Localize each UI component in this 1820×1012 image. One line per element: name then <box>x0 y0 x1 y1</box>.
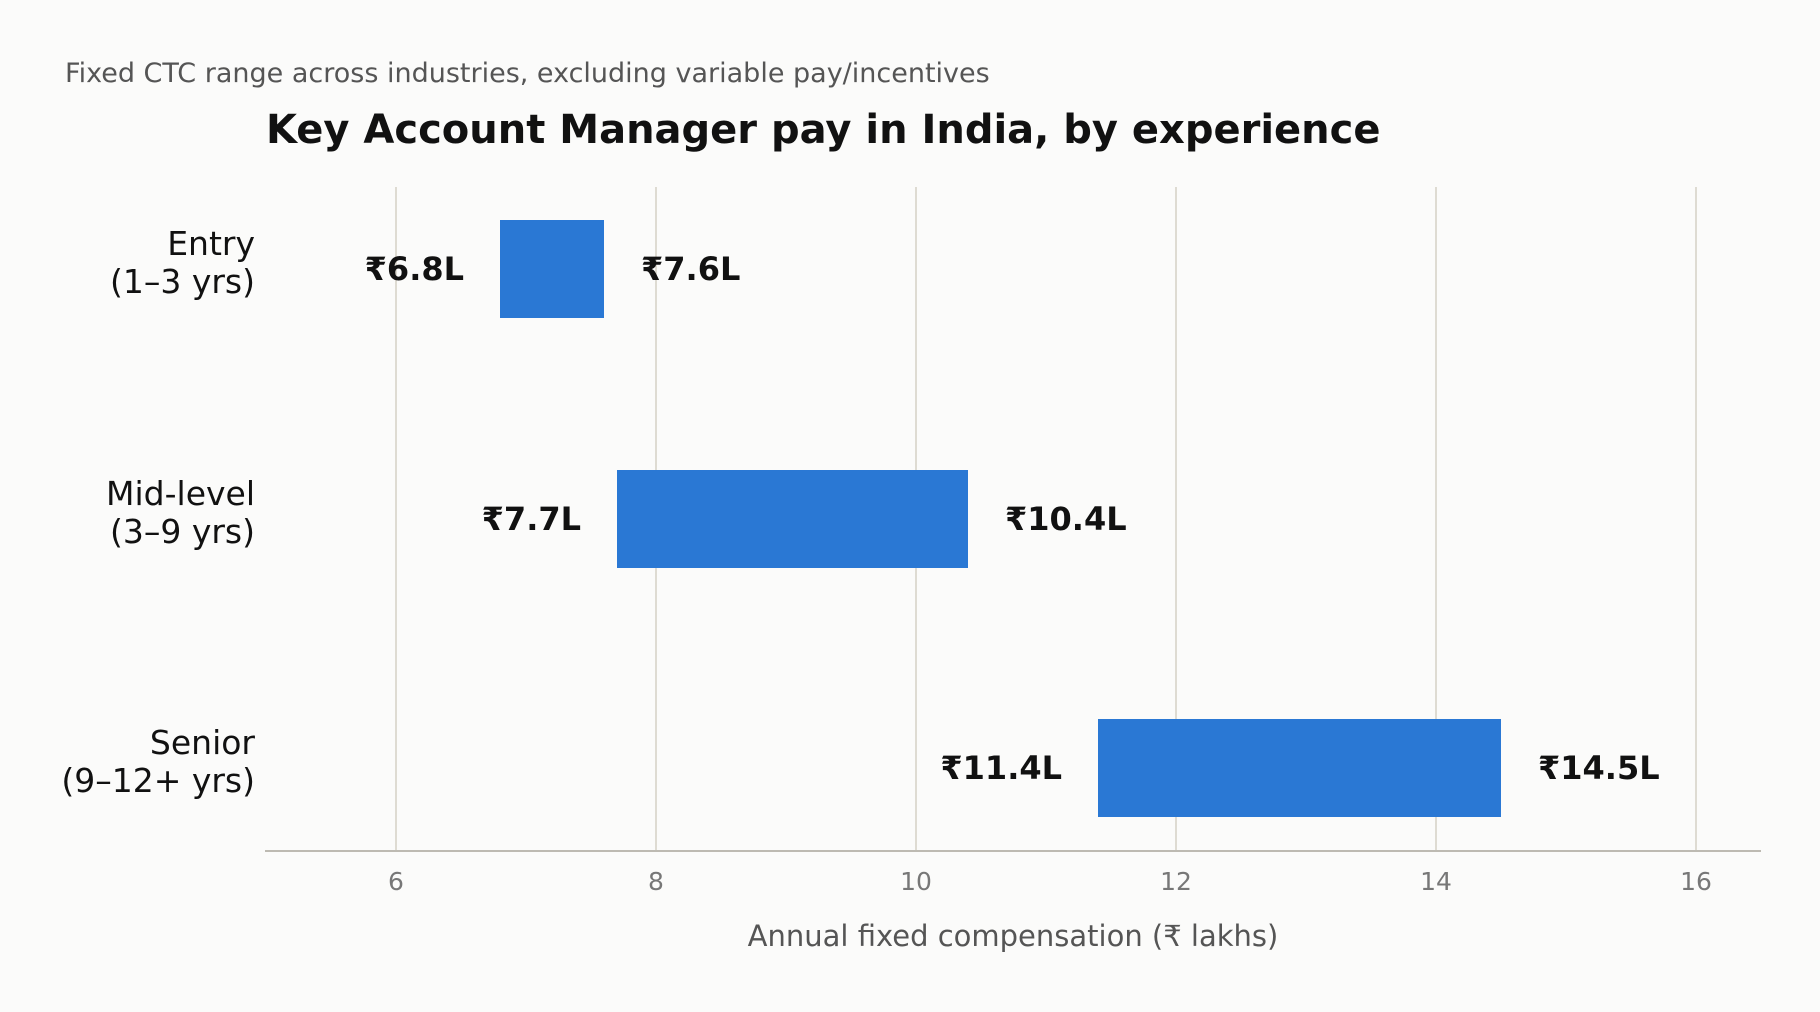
x-tick-label: 6 <box>388 867 404 896</box>
x-tick-labels: 6 8 10 12 14 16 <box>388 867 1712 896</box>
x-tick-label: 10 <box>900 867 932 896</box>
chart-title: Key Account Manager pay in India, by exp… <box>266 107 1381 153</box>
chart-subtitle: Fixed CTC range across industries, exclu… <box>65 58 990 89</box>
max-value-label: ₹10.4L <box>1005 500 1127 538</box>
x-tick-label: 14 <box>1420 867 1452 896</box>
category-label: Entry <box>167 224 255 263</box>
x-tick-label: 12 <box>1160 867 1192 896</box>
x-tick-label: 8 <box>648 867 664 896</box>
bars <box>500 220 1501 817</box>
range-bar <box>1098 719 1501 817</box>
value-labels: ₹6.8L ₹7.6L ₹7.7L ₹10.4L ₹11.4L ₹14.5L <box>365 250 1660 787</box>
range-bar <box>500 220 604 318</box>
category-sublabel: (1–3 yrs) <box>110 262 255 301</box>
x-axis-label: Annual fixed compensation (₹ lakhs) <box>748 919 1279 953</box>
category-label: Mid-level <box>106 474 255 513</box>
category-sublabel: (3–9 yrs) <box>110 512 255 551</box>
range-bar <box>617 470 968 568</box>
min-value-label: ₹7.7L <box>482 500 581 538</box>
max-value-label: ₹7.6L <box>641 250 740 288</box>
category-sublabel: (9–12+ yrs) <box>61 761 255 800</box>
category-labels: Entry(1–3 yrs) Mid-level(3–9 yrs) Senior(9… <box>61 224 255 800</box>
min-value-label: ₹6.8L <box>365 250 464 288</box>
max-value-label: ₹14.5L <box>1538 749 1660 787</box>
min-value-label: ₹11.4L <box>940 749 1062 787</box>
category-label: Senior <box>150 723 256 762</box>
x-tick-label: 16 <box>1680 867 1712 896</box>
